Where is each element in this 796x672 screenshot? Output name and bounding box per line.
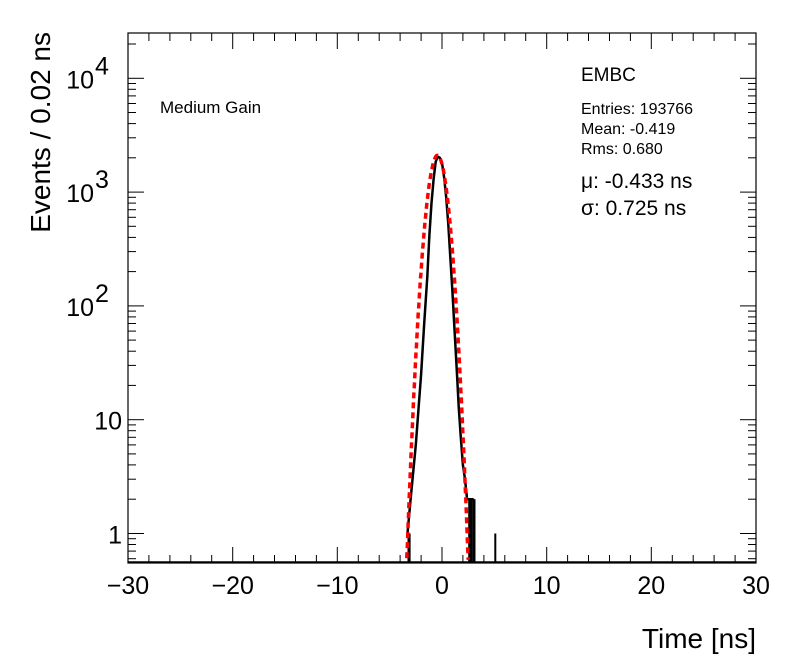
gaussian-fit-series [405,153,470,560]
y-tick-label: 1 [108,522,122,550]
histogram-bin [453,330,456,332]
histogram-tail-bar [494,533,497,563]
x-tick-label: 30 [742,572,770,600]
histogram-bin [423,322,426,325]
histogram-tail-bar [472,499,476,563]
histogram-bin [462,464,464,466]
y-tick-label: 10 [66,180,94,208]
detector-label: EMBC [581,65,636,86]
gain-label: Medium Gain [160,98,261,117]
gaussian-fit-curve [405,153,470,560]
histogram-bin [472,498,475,501]
x-tick-label: −30 [107,572,149,600]
x-tick-label: 0 [435,572,449,600]
x-tick-label: 20 [637,572,665,600]
histogram-bin [451,292,454,294]
histogram-bin [457,405,460,408]
x-tick-label: 10 [533,572,561,600]
histogram-series [128,155,756,563]
histogram-bin [460,436,462,439]
x-tick-label: −20 [211,572,253,600]
histogram-bin [428,234,431,236]
histogram-bin [447,223,450,226]
histogram-bin [445,196,448,199]
entries-stat: Entries: 193766 [581,101,693,118]
histogram-bin [415,444,417,446]
y-tick-exponent: 3 [95,166,109,194]
histogram-bin [432,178,435,180]
histogram-tail-bar [407,533,411,563]
histogram-bin [455,368,458,370]
histogram-bin [409,498,412,501]
histogram-bin [439,157,441,159]
y-tick-exponent: 2 [95,280,109,308]
histogram-bin [430,202,433,204]
y-tick-label: 10 [66,294,94,322]
fit-sigma-label: σ: 0.725 ns [581,197,686,220]
histogram-bin [426,276,429,278]
y-tick-exponent: 4 [95,52,109,80]
histogram-tail-bar [468,499,473,563]
plot-frame [127,32,757,564]
x-tick-labels: −30 −20 −10 0 10 20 30 [107,572,770,600]
histogram-bin [443,176,445,178]
y-axis-title: Events / 0.02 ns [25,32,56,233]
histogram-bin [434,160,437,163]
y-tick-label: 10 [94,408,122,436]
y-tick-label: 10 [66,66,94,94]
histogram-bin [469,498,472,501]
fit-mu-label: μ: -0.433 ns [581,170,692,193]
rms-stat: Rms: 0.680 [581,141,663,158]
x-tick-label: −10 [316,572,358,600]
histogram-bin [449,257,452,260]
histogram-bin [420,373,422,376]
x-axis-title: Time [ns] [642,623,756,654]
mean-stat: Mean: -0.419 [581,121,675,138]
